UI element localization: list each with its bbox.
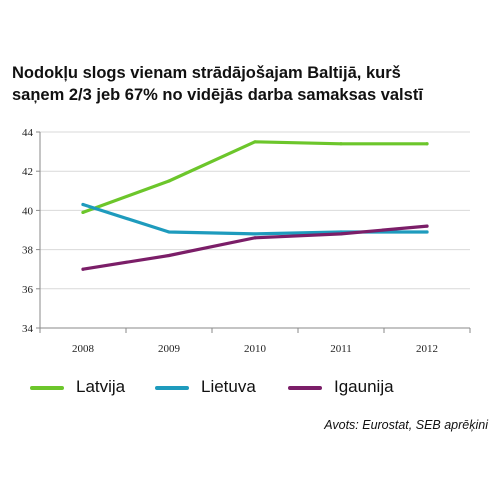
data-point-latvija xyxy=(81,210,85,214)
data-point-lietuva xyxy=(167,230,171,234)
series-lines xyxy=(81,140,429,271)
data-point-igaunija xyxy=(253,236,257,240)
legend-label-latvija: Latvija xyxy=(76,377,126,396)
data-point-igaunija xyxy=(167,253,171,258)
chart-title: Nodokļu slogs vienam strādājošajam Balti… xyxy=(12,62,492,106)
legend-swatch-igaunija xyxy=(288,386,322,390)
data-point-igaunija xyxy=(339,232,343,236)
data-point-latvija xyxy=(167,179,171,183)
y-tick-label: 38 xyxy=(22,245,34,257)
x-tick-label: 2010 xyxy=(244,343,267,355)
x-tick-label: 2011 xyxy=(330,343,352,355)
data-point-latvija xyxy=(425,142,429,146)
tick-labels: 34 36 38 40 42 44 2008 2009 2010 2011 2012 xyxy=(22,127,438,355)
x-tick-label: 2008 xyxy=(72,343,95,355)
y-tick-label: 36 xyxy=(22,284,34,296)
legend-swatch-lietuva xyxy=(155,386,189,390)
grid xyxy=(40,131,470,290)
legend: Latvija Lietuva Igaunija xyxy=(30,376,490,398)
data-point-igaunija xyxy=(81,267,85,271)
chart-title-line-1: Nodokļu slogs vienam strādājošajam Balti… xyxy=(12,64,401,82)
source-note: Avots: Eurostat, SEB aprēķini xyxy=(324,418,488,432)
series-line-latvija xyxy=(81,140,429,214)
y-tick-label: 42 xyxy=(22,166,33,178)
axes xyxy=(36,131,471,333)
y-tick-label: 34 xyxy=(22,323,34,335)
x-tick-label: 2012 xyxy=(416,343,438,355)
chart-title-line-2: saņem 2/3 jeb 67% no vidējās darba samak… xyxy=(12,86,423,104)
data-point-lietuva xyxy=(81,202,85,207)
data-point-latvija xyxy=(339,142,343,146)
data-point-latvija xyxy=(253,140,257,144)
legend-label-igaunija: Igaunija xyxy=(334,377,394,396)
x-tick-label: 2009 xyxy=(158,343,181,355)
data-point-igaunija xyxy=(425,224,429,228)
legend-label-lietuva: Lietuva xyxy=(201,377,256,396)
legend-swatch-latvija xyxy=(30,386,64,390)
data-point-lietuva xyxy=(425,230,429,234)
y-tick-label: 44 xyxy=(22,127,34,139)
y-tick-label: 40 xyxy=(22,205,34,217)
data-point-lietuva xyxy=(253,232,257,236)
